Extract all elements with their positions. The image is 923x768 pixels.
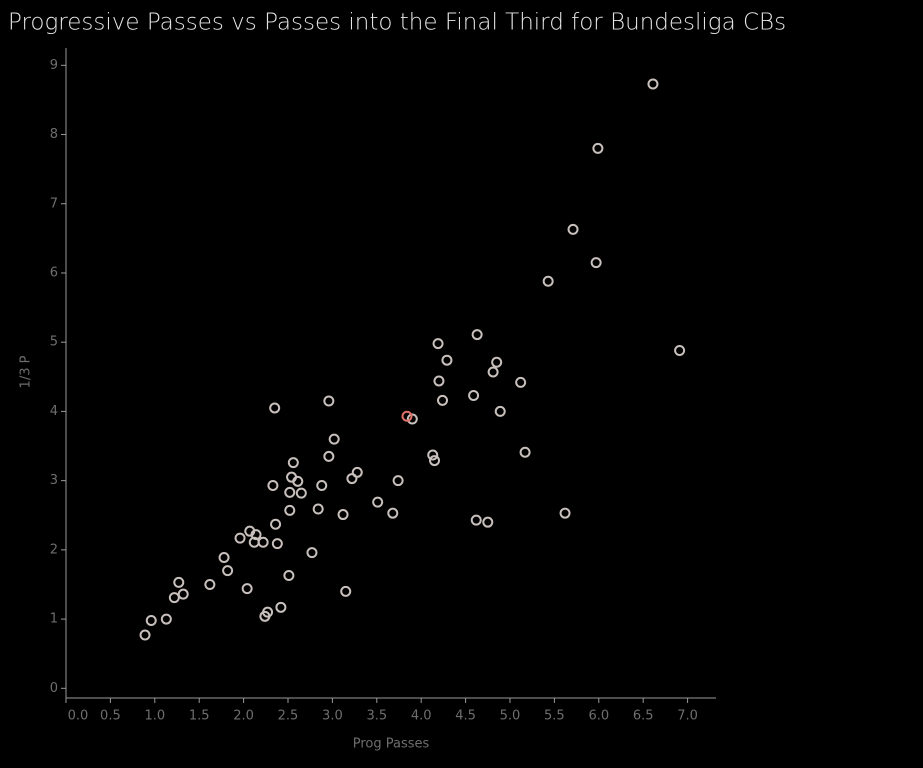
point bbox=[433, 375, 445, 387]
point bbox=[241, 583, 253, 595]
point bbox=[234, 532, 246, 544]
y-axis-label: 1/3 P bbox=[19, 355, 34, 388]
point bbox=[487, 366, 499, 378]
point bbox=[346, 473, 358, 485]
point bbox=[437, 394, 449, 406]
point bbox=[283, 569, 295, 581]
x-tick-label: 3.0 bbox=[322, 709, 343, 724]
chart-title: Progressive Passes vs Passes into the Fi… bbox=[8, 10, 786, 36]
point bbox=[145, 614, 157, 626]
point bbox=[250, 529, 262, 541]
x-tick-label: 1.0 bbox=[144, 709, 165, 724]
point bbox=[387, 507, 399, 519]
point bbox=[471, 329, 483, 341]
point bbox=[337, 509, 349, 521]
point bbox=[218, 551, 230, 563]
x-tick-label: 3.5 bbox=[366, 709, 387, 724]
y-tick-label: 0 bbox=[50, 681, 58, 696]
y-tick-label: 9 bbox=[50, 58, 58, 73]
point bbox=[470, 514, 482, 526]
x-tick-label: 1.5 bbox=[189, 709, 210, 724]
point bbox=[427, 449, 439, 461]
point bbox=[284, 504, 296, 516]
point bbox=[401, 410, 413, 422]
point bbox=[323, 450, 335, 462]
x-tick-label: 7.0 bbox=[677, 709, 698, 724]
point bbox=[312, 503, 324, 515]
point bbox=[271, 538, 283, 550]
y-tick-label: 7 bbox=[50, 196, 58, 211]
x-tick-label: 2.0 bbox=[233, 709, 254, 724]
point bbox=[392, 475, 404, 487]
point bbox=[323, 395, 335, 407]
x-tick-label: 5.5 bbox=[544, 709, 565, 724]
point bbox=[139, 629, 151, 641]
point bbox=[406, 413, 418, 425]
point bbox=[267, 479, 279, 491]
x-tick-label: 4.5 bbox=[455, 709, 476, 724]
x-tick-label: 0.5 bbox=[100, 709, 121, 724]
point bbox=[559, 507, 571, 519]
x-tick-label: 0.0 bbox=[68, 709, 89, 724]
point bbox=[542, 275, 554, 287]
point bbox=[284, 486, 296, 498]
point bbox=[351, 466, 363, 478]
point bbox=[259, 610, 271, 622]
point bbox=[494, 405, 506, 417]
y-tick-label: 5 bbox=[50, 335, 58, 350]
point bbox=[519, 446, 531, 458]
x-tick-label: 6.5 bbox=[633, 709, 654, 724]
y-tick-label: 6 bbox=[50, 265, 58, 280]
point bbox=[491, 356, 503, 368]
point bbox=[173, 576, 185, 588]
point bbox=[295, 487, 307, 499]
point bbox=[441, 354, 453, 366]
point bbox=[590, 257, 602, 269]
x-tick-label: 6.0 bbox=[588, 709, 609, 724]
point bbox=[515, 376, 527, 388]
point bbox=[287, 457, 299, 469]
point bbox=[468, 389, 480, 401]
point bbox=[674, 345, 686, 357]
y-tick-label: 3 bbox=[50, 473, 58, 488]
point bbox=[647, 78, 659, 90]
x-tick-label: 5.0 bbox=[500, 709, 521, 724]
point bbox=[306, 547, 318, 559]
point bbox=[592, 142, 604, 154]
point bbox=[270, 518, 282, 530]
point bbox=[432, 338, 444, 350]
point bbox=[372, 496, 384, 508]
point bbox=[177, 588, 189, 600]
y-tick-label: 1 bbox=[50, 612, 58, 627]
point bbox=[275, 601, 287, 613]
point bbox=[269, 402, 281, 414]
x-tick-label: 2.5 bbox=[278, 709, 299, 724]
point bbox=[316, 479, 328, 491]
point bbox=[429, 455, 441, 467]
point bbox=[292, 475, 304, 487]
point bbox=[482, 516, 494, 528]
point bbox=[222, 565, 234, 577]
x-tick-label: 4.0 bbox=[411, 709, 432, 724]
point bbox=[328, 433, 340, 445]
point bbox=[168, 592, 180, 604]
point bbox=[567, 223, 579, 235]
point bbox=[257, 536, 269, 548]
point bbox=[340, 585, 352, 597]
point bbox=[160, 613, 172, 625]
y-tick-label: 8 bbox=[50, 127, 58, 142]
y-tick-label: 4 bbox=[50, 404, 58, 419]
x-axis-label: Prog Passes bbox=[353, 737, 430, 752]
y-tick-label: 2 bbox=[50, 542, 58, 557]
point bbox=[204, 578, 216, 590]
